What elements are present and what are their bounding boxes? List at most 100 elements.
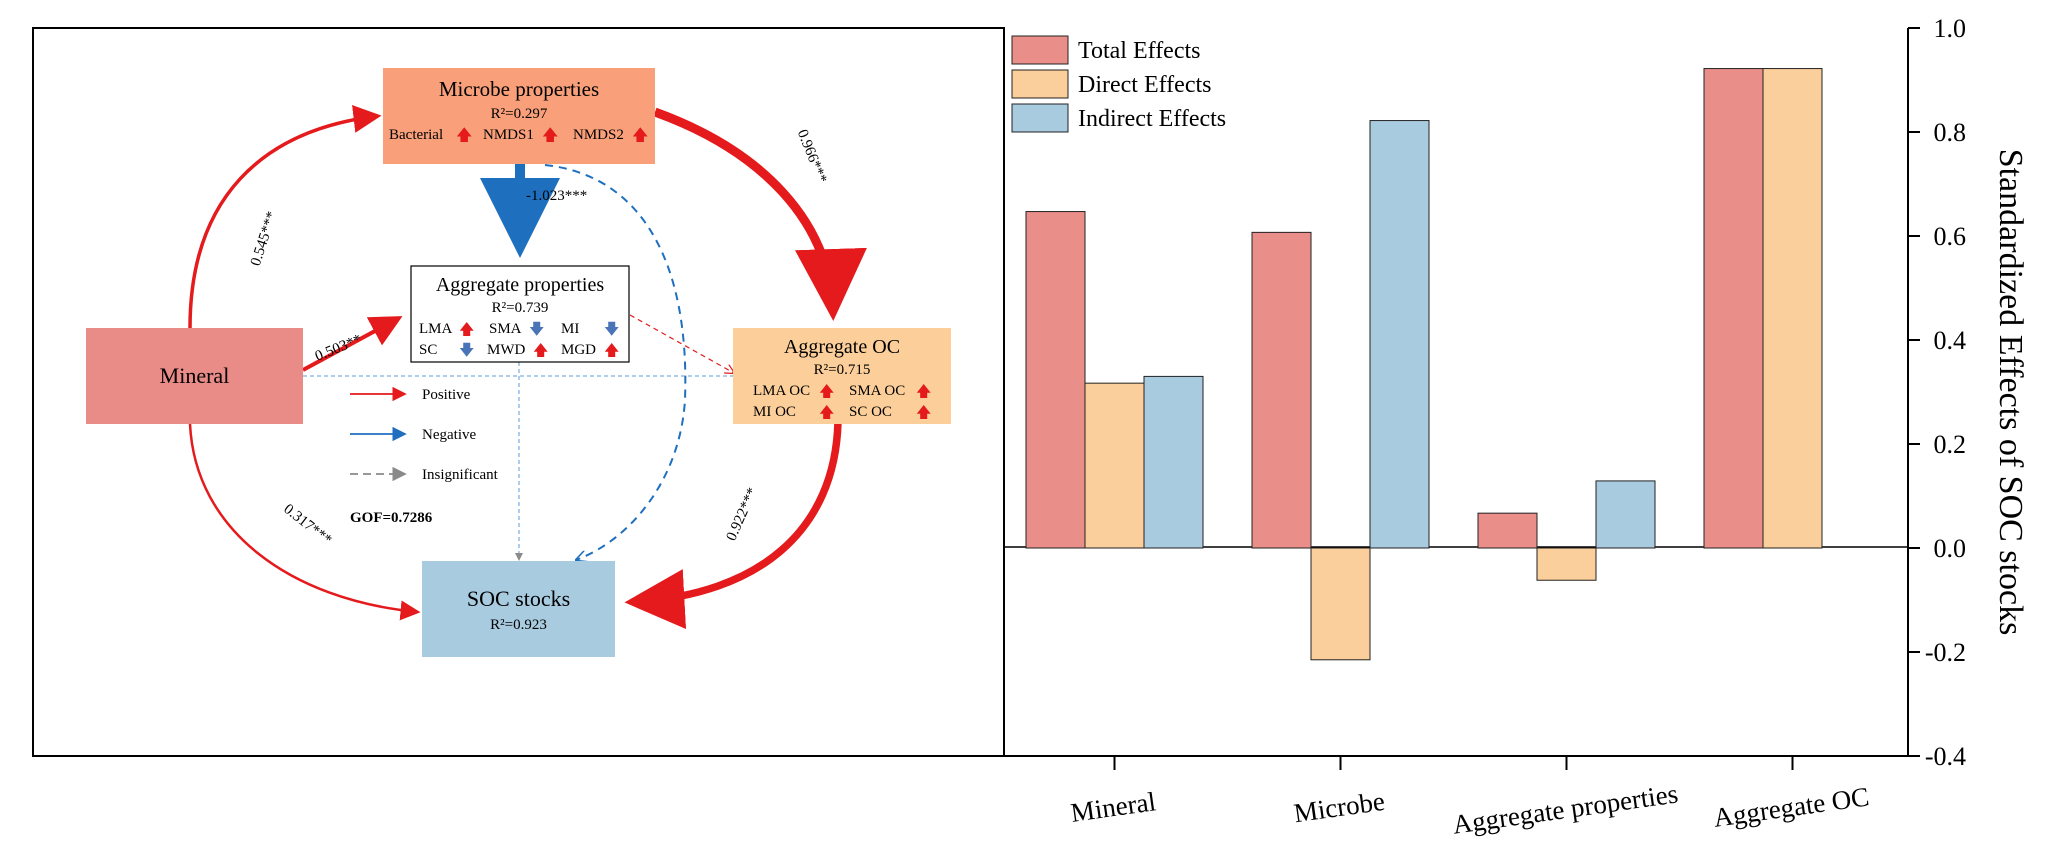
- y-tick-label: 0.4: [1934, 326, 1967, 355]
- arrow-up-icon: 🡅: [604, 343, 619, 359]
- x-tick-label: Mineral: [1069, 786, 1158, 828]
- bar-total-effects: [1251, 231, 1312, 549]
- legend-label: Direct Effects: [1078, 72, 1212, 98]
- coef-mineral-soc: 0.317***: [280, 501, 334, 548]
- coef-mineral-aggregate: 0.503**: [313, 332, 364, 365]
- x-tick-label: Aggregate OC: [1712, 781, 1871, 833]
- node-soc-title: SOC stocks: [467, 586, 570, 611]
- y-tick-label: 0.6: [1934, 222, 1967, 251]
- arrow-up-icon: 🡅: [632, 127, 648, 144]
- node-agg-oc-title: Aggregate OC: [784, 336, 900, 358]
- bar-total-effects: [1025, 211, 1086, 549]
- arrow-up-icon: 🡅: [459, 322, 474, 338]
- arrow-up-icon: 🡅: [819, 405, 834, 421]
- bar-direct-effects: [1762, 68, 1823, 549]
- node-microbe-title: Microbe properties: [439, 77, 599, 101]
- bar-direct-effects: [1310, 547, 1371, 661]
- path-model-panel: 0.545*** 0.966*** -1.023*** 0.503** 0.92…: [32, 27, 1005, 757]
- node-soc-box: [422, 561, 615, 657]
- arrow-down-icon: 🡇: [604, 322, 619, 338]
- legend-swatch: [1011, 103, 1069, 133]
- node-soc: SOC stocks R²=0.923: [422, 561, 615, 657]
- node-soc-r2: R²=0.923: [490, 617, 547, 633]
- node-mineral-box: [86, 328, 303, 424]
- y-axis-title: Standardized Effects of SOC stocks: [1992, 149, 2029, 636]
- bar-direct-effects: [1536, 547, 1597, 581]
- arrow-up-icon: 🡅: [456, 127, 472, 144]
- y-tick-label: 0.0: [1934, 534, 1967, 563]
- legend-swatch: [1011, 69, 1069, 99]
- node-aggregate-var: SC: [419, 342, 437, 358]
- gof-label: GOF=0.7286: [350, 510, 433, 526]
- node-microbe-var: Bacterial: [389, 127, 443, 143]
- arrow-up-icon: 🡅: [819, 384, 834, 400]
- coef-microbe-aggregate: -1.023***: [526, 188, 587, 204]
- x-tick-label: Microbe: [1292, 786, 1387, 828]
- node-microbe: Microbe properties R²=0.297 Bacterial 🡅 …: [383, 68, 655, 164]
- path-microbe-to-soc-insig: [544, 164, 687, 560]
- bar-direct-effects: [1084, 382, 1145, 549]
- x-ticks: Mineral Microbe Aggregate properties Aggreg…: [1069, 756, 1871, 840]
- coef-microbe-agg-oc: 0.966***: [794, 127, 830, 185]
- effects-chart: -0.4 -0.2 0.0 0.2 0.4 0.6 0.8 1.0 Mineral Microb…: [1003, 14, 2029, 840]
- coef-mineral-microbe: 0.545***: [248, 210, 281, 268]
- chart-legend: Total Effects Direct Effects Indirect Effe…: [1011, 35, 1226, 133]
- bars-layer: [1025, 68, 1823, 661]
- path-microbe-to-agg-oc: [653, 107, 867, 321]
- x-tick-label: Aggregate properties: [1451, 778, 1680, 839]
- node-aggregate-var: MGD: [561, 342, 596, 358]
- node-mineral: Mineral: [86, 328, 303, 424]
- arrow-up-icon: 🡅: [916, 384, 931, 400]
- node-agg-oc: Aggregate OC R²=0.715 LMA OC 🡅 SMA OC 🡅 …: [733, 328, 951, 424]
- y-ticks: -0.4 -0.2 0.0 0.2 0.4 0.6 0.8 1.0: [1908, 14, 1966, 771]
- node-microbe-box: [383, 68, 655, 164]
- legend-insignificant-label: Insignificant: [422, 467, 499, 483]
- y-tick-label: 0.8: [1934, 118, 1967, 147]
- node-microbe-r2: R²=0.297: [491, 106, 548, 122]
- legend-positive-label: Positive: [422, 387, 471, 403]
- legend-swatch: [1011, 35, 1069, 65]
- legend-label: Total Effects: [1078, 38, 1201, 64]
- node-aggregate: Aggregate properties R²=0.739 LMA 🡅 SMA …: [410, 265, 630, 363]
- node-agg-oc-box: [733, 328, 951, 424]
- arrow-down-icon: 🡇: [529, 322, 544, 338]
- legend-label: Indirect Effects: [1078, 106, 1226, 132]
- node-aggregate-r2: R²=0.739: [492, 300, 549, 316]
- node-microbe-var: NMDS1: [483, 127, 534, 143]
- bar-indirect-effects: [1143, 375, 1204, 549]
- node-aggregate-var: MWD: [487, 342, 525, 358]
- bar-indirect-effects: [1369, 120, 1430, 549]
- y-tick-label: 0.2: [1934, 430, 1967, 459]
- legend-negative-label: Negative: [422, 427, 476, 443]
- bar-indirect-effects: [1595, 480, 1656, 549]
- path-agg-oc-to-soc: [624, 421, 842, 630]
- coef-agg-oc-soc: 0.922***: [724, 485, 761, 543]
- arrow-up-icon: 🡅: [542, 127, 558, 144]
- node-aggregate-box: [410, 265, 630, 363]
- node-aggregate-var: SMA: [489, 321, 522, 337]
- node-aggregate-title: Aggregate properties: [436, 274, 604, 296]
- node-agg-oc-var: LMA OC: [753, 383, 810, 399]
- bar-total-effects: [1477, 512, 1538, 549]
- node-mineral-title: Mineral: [160, 363, 230, 388]
- path-mineral-to-microbe: [188, 104, 382, 329]
- y-tick-label: 1.0: [1934, 14, 1967, 43]
- bar-total-effects: [1703, 68, 1764, 549]
- node-aggregate-var: MI: [561, 321, 579, 337]
- y-tick-label: -0.4: [1925, 742, 1966, 771]
- path-mineral-to-soc: [188, 423, 421, 621]
- path-mineral-to-aggregate: [302, 316, 403, 372]
- path-legend: Positive Negative Insignificant GOF=0.72…: [350, 386, 499, 526]
- node-microbe-var: NMDS2: [573, 127, 624, 143]
- node-agg-oc-var: SMA OC: [849, 383, 905, 399]
- path-aggregate-to-agg-oc-insig: [629, 314, 734, 373]
- node-agg-oc-r2: R²=0.715: [814, 362, 871, 378]
- arrow-up-icon: 🡅: [533, 343, 548, 359]
- node-agg-oc-var: MI OC: [753, 404, 796, 420]
- arrow-down-icon: 🡇: [459, 343, 474, 359]
- arrow-up-icon: 🡅: [916, 405, 931, 421]
- node-agg-oc-var: SC OC: [849, 404, 892, 420]
- y-tick-label: -0.2: [1925, 638, 1966, 667]
- node-aggregate-var: LMA: [419, 321, 453, 337]
